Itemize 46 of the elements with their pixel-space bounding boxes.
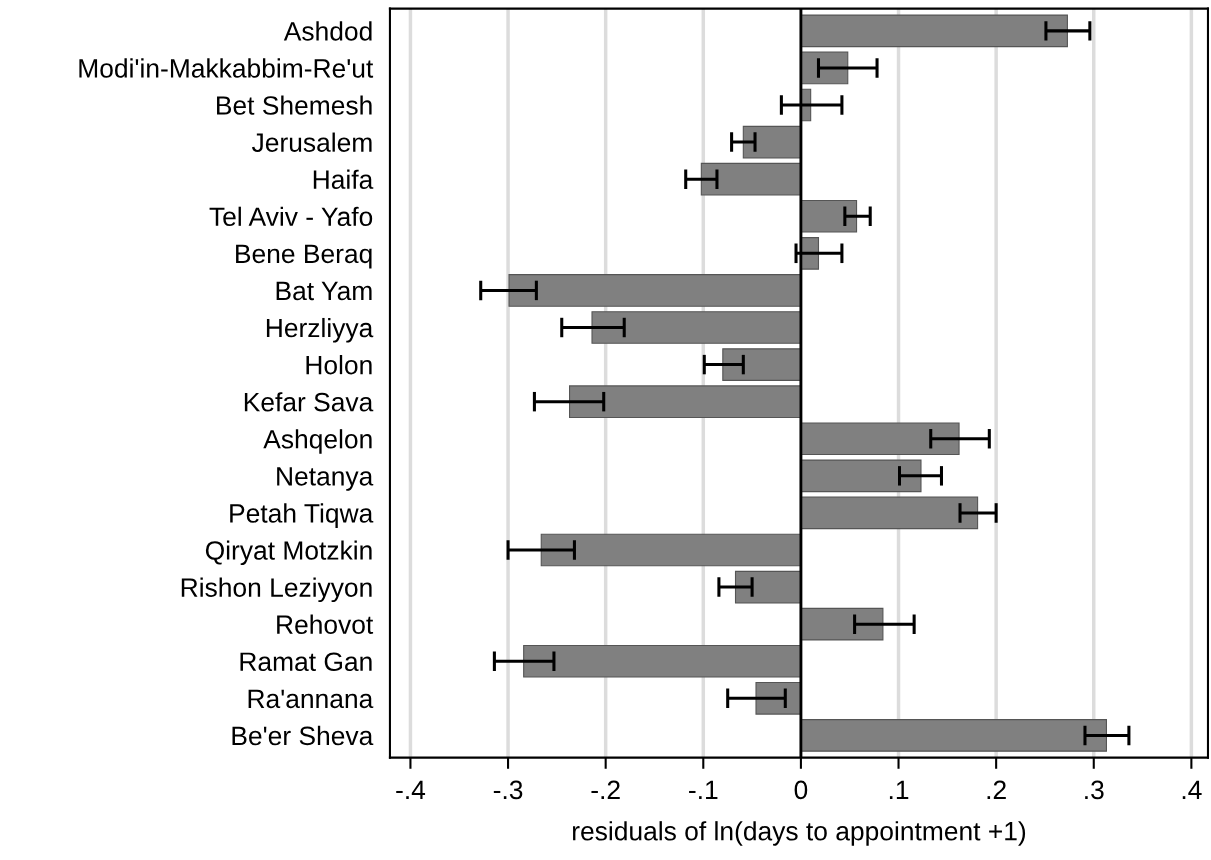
x-tick-label: -.4 [396, 780, 426, 800]
y-tick-label: Qiryat Motzkin [205, 540, 372, 566]
y-tick-label: Be'er Sheva [232, 725, 374, 746]
y-tick-label: Bet Shemesh [217, 95, 372, 115]
y-tick-label: Rishon Leziyyon [181, 577, 372, 603]
x-tick-label: .3 [1085, 780, 1104, 800]
x-tick-label: 0 [794, 780, 808, 800]
bar [700, 162, 802, 196]
x-tick-label: -.2 [591, 780, 620, 800]
y-tick-label: Tel Aviv - Yafo [209, 206, 373, 227]
x-tick-label: .1 [889, 780, 909, 800]
bar [722, 348, 802, 381]
bar [569, 385, 802, 418]
y-tick-label: Kefar Sava [244, 392, 374, 412]
x-tick-label: .4 [1182, 780, 1202, 800]
y-tick-label: Petah Tiqwa [230, 503, 374, 528]
y-tick-label: Bene Beraq [236, 244, 372, 269]
y-tick-label: Haifa [313, 169, 374, 189]
y-tick-label: Ramat Gan [240, 652, 372, 672]
x-tick-label: .2 [987, 780, 1006, 800]
bar [800, 199, 858, 233]
y-tick-label: Bat Yam [276, 281, 372, 301]
y-tick-label: Netanya [277, 467, 374, 491]
y-tick-label: Modi'in-Makkabbim-Re'ut [79, 58, 374, 78]
bar [523, 644, 802, 678]
bar [800, 496, 979, 530]
bar [508, 274, 802, 307]
x-tick-label: -.3 [493, 780, 523, 800]
bar [800, 422, 960, 456]
bar [800, 14, 1068, 48]
y-tick-label: Ra'annana [248, 689, 374, 709]
y-tick-label: Herzliyya [266, 317, 374, 343]
bar [540, 533, 802, 567]
bar [591, 311, 802, 344]
bar [742, 125, 802, 159]
bar [800, 719, 1108, 752]
y-tick-label: Ashqelon [263, 429, 372, 454]
x-axis-title: residuals of ln(days to appointment +1) [572, 821, 1026, 846]
x-tick-label: -.1 [689, 780, 718, 800]
bar [734, 570, 802, 604]
y-tick-label: Holon [306, 355, 372, 375]
bar [800, 459, 922, 493]
y-tick-label: Ashdod [283, 21, 372, 41]
y-tick-label: Rehovot [277, 614, 374, 634]
y-tick-label: Jerusalem [251, 132, 372, 152]
bar [800, 607, 884, 641]
